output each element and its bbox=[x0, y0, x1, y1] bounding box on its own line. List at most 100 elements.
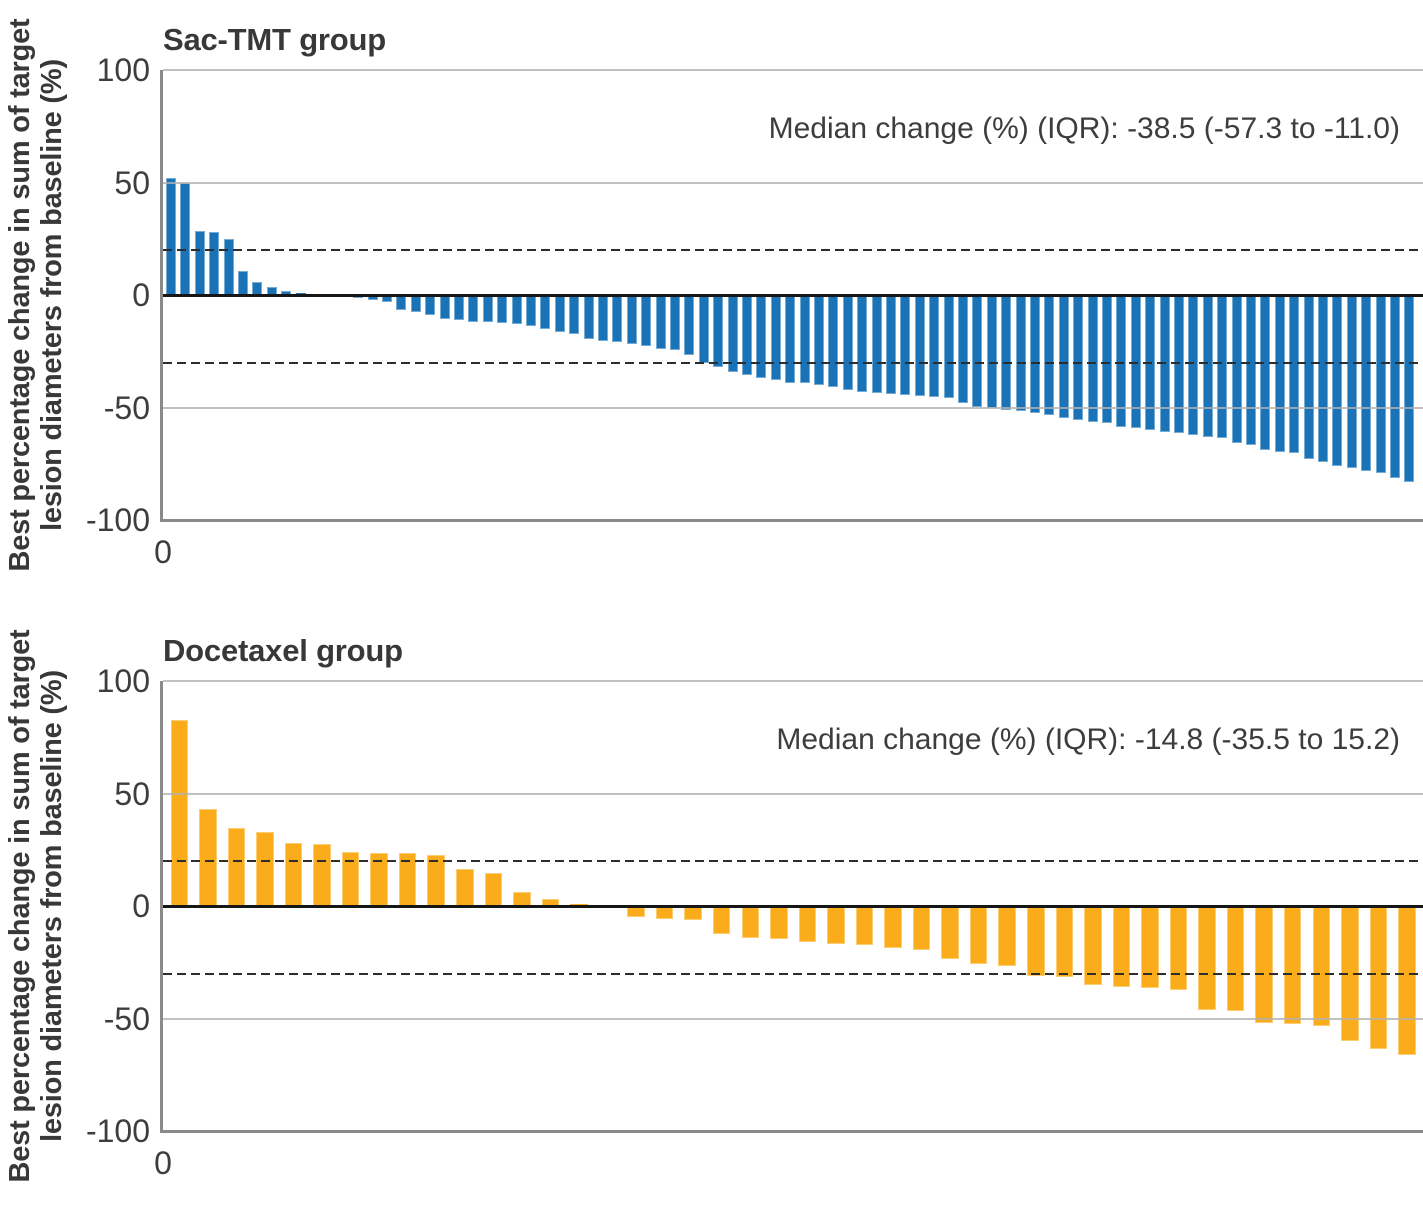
bar bbox=[1231, 295, 1242, 444]
bar bbox=[641, 295, 652, 347]
y-tick-label: -50 bbox=[103, 389, 150, 426]
gridline bbox=[163, 1017, 1423, 1020]
bar bbox=[785, 295, 796, 383]
median-annotation: Median change (%) (IQR): -14.8 (-35.5 to… bbox=[776, 723, 1400, 756]
bar bbox=[209, 232, 220, 295]
reference-line-dashed bbox=[163, 860, 1423, 862]
bar bbox=[1202, 295, 1213, 437]
bar bbox=[912, 906, 931, 951]
y-tick-label: 100 bbox=[96, 52, 150, 88]
bar bbox=[857, 295, 868, 392]
bar bbox=[741, 906, 759, 938]
bar bbox=[1375, 295, 1386, 473]
bar bbox=[1398, 906, 1416, 1055]
bar bbox=[194, 230, 205, 295]
bar bbox=[626, 295, 637, 344]
bar bbox=[1169, 906, 1188, 990]
bar bbox=[969, 906, 988, 965]
bar bbox=[914, 295, 925, 397]
plot-area bbox=[160, 680, 1423, 1133]
bar bbox=[1030, 295, 1040, 414]
bar bbox=[900, 295, 911, 395]
bar bbox=[1141, 906, 1159, 989]
bar bbox=[770, 295, 781, 380]
bar bbox=[943, 295, 954, 399]
bar bbox=[454, 295, 464, 321]
bar bbox=[427, 854, 445, 906]
x-axis-tick-label: 0 bbox=[154, 1145, 172, 1181]
bar bbox=[827, 906, 845, 945]
y-tick-label: 50 bbox=[114, 775, 150, 812]
bar bbox=[1283, 906, 1302, 1024]
bar bbox=[396, 295, 407, 311]
bar bbox=[929, 295, 940, 397]
bar bbox=[756, 295, 767, 379]
zero-line bbox=[163, 904, 1423, 908]
x-axis-spine bbox=[160, 1130, 1423, 1133]
bar bbox=[526, 295, 536, 326]
bar bbox=[554, 295, 565, 333]
bar bbox=[482, 295, 493, 323]
bar bbox=[842, 295, 853, 390]
bar bbox=[410, 295, 421, 312]
bar bbox=[1188, 295, 1199, 436]
bar bbox=[684, 295, 695, 355]
y-tick-label: -100 bbox=[85, 502, 150, 538]
y-tick-label: 0 bbox=[132, 888, 150, 924]
bar bbox=[484, 873, 503, 906]
bar bbox=[1174, 295, 1184, 434]
gridline bbox=[163, 69, 1423, 71]
bar bbox=[227, 828, 246, 906]
bar bbox=[727, 295, 738, 372]
gridline bbox=[163, 181, 1423, 184]
bar bbox=[828, 295, 839, 388]
y-tick-label: 0 bbox=[132, 277, 150, 313]
bar bbox=[1369, 906, 1388, 1050]
bar bbox=[180, 182, 191, 295]
bar bbox=[468, 295, 479, 322]
y-axis-label-line1: Best percentage change in sum of target bbox=[4, 629, 36, 1183]
bar bbox=[569, 295, 580, 335]
bar bbox=[1346, 295, 1357, 469]
bar bbox=[684, 906, 702, 920]
x-axis-tick-label: 0 bbox=[154, 534, 172, 570]
bar bbox=[1027, 906, 1045, 976]
bar bbox=[1390, 295, 1400, 478]
bar bbox=[1015, 295, 1026, 411]
y-tick-label: -50 bbox=[103, 1000, 150, 1037]
bar bbox=[1361, 295, 1372, 472]
bar bbox=[998, 906, 1016, 967]
bar bbox=[1198, 906, 1216, 1010]
bar bbox=[670, 295, 680, 351]
bar bbox=[1001, 295, 1012, 410]
median-annotation: Median change (%) (IQR): -38.5 (-57.3 to… bbox=[768, 112, 1400, 145]
bar bbox=[655, 906, 674, 920]
bar bbox=[1289, 295, 1300, 453]
bar bbox=[986, 295, 997, 409]
bar bbox=[1332, 295, 1343, 467]
bar bbox=[855, 906, 874, 945]
y-axis-spine bbox=[160, 70, 163, 520]
bar bbox=[1255, 906, 1273, 1023]
bar bbox=[798, 906, 817, 942]
bar bbox=[1055, 906, 1074, 977]
bar bbox=[170, 720, 188, 906]
reference-line-dashed bbox=[163, 972, 1423, 975]
bar bbox=[770, 906, 788, 940]
bar bbox=[871, 295, 882, 394]
bar bbox=[238, 271, 248, 295]
bar bbox=[814, 295, 824, 385]
bar bbox=[941, 906, 959, 960]
y-tick-label: 100 bbox=[96, 663, 150, 699]
bar bbox=[712, 906, 731, 935]
bars-layer bbox=[163, 681, 1423, 1131]
bar bbox=[598, 295, 608, 342]
bar bbox=[1073, 295, 1084, 421]
bar bbox=[456, 869, 474, 906]
bar bbox=[884, 906, 902, 949]
bar bbox=[1044, 295, 1055, 415]
bar bbox=[972, 295, 983, 407]
